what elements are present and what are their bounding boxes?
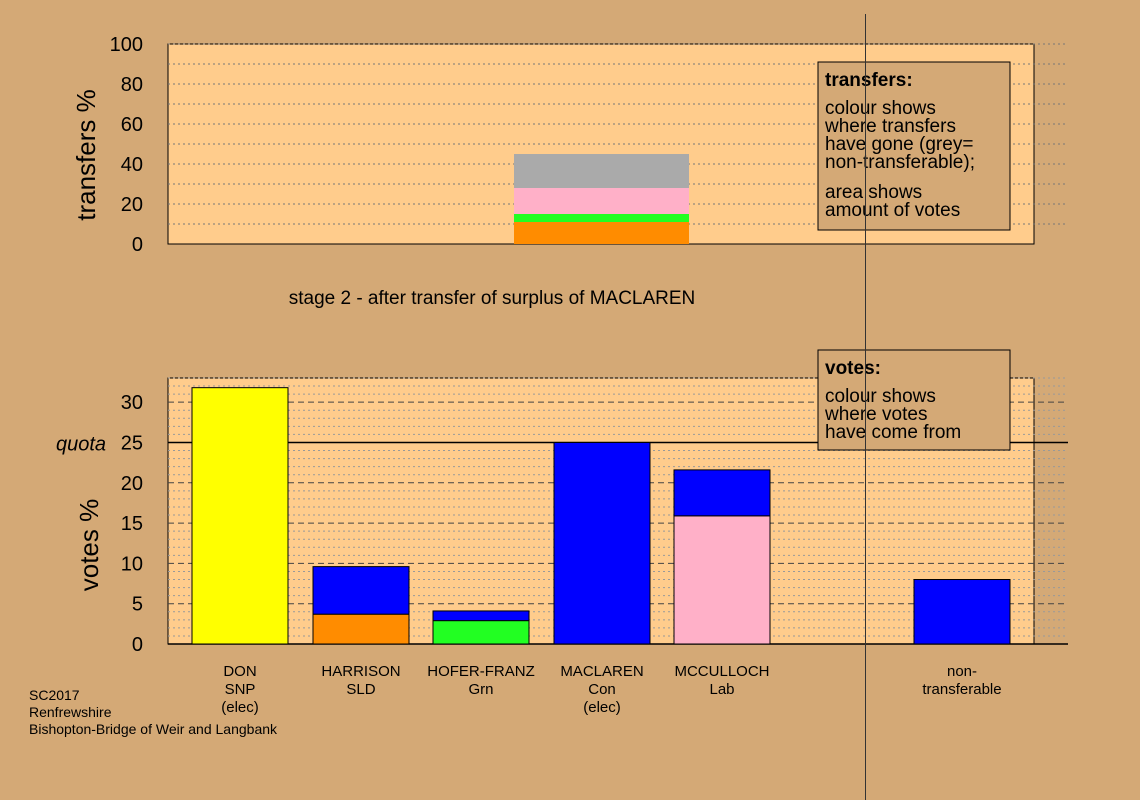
candidate-label: MACLAREN (560, 663, 643, 680)
votes-y-tick: 10 (121, 553, 143, 575)
footer-line: Bishopton-Bridge of Weir and Langbank (29, 721, 278, 737)
transfers-legend-line: area shows (825, 182, 922, 203)
footer-line: SC2017 (29, 687, 80, 703)
transfers-legend-title: transfers: (825, 70, 913, 91)
transfers-y-tick: 0 (132, 234, 143, 256)
vote-bar-segment (312, 613, 410, 645)
vote-bar-segment (432, 610, 530, 622)
votes-legend-title: votes: (825, 358, 881, 379)
transfers-legend-line: amount of votes (825, 200, 960, 221)
transfers-y-tick: 80 (121, 74, 143, 96)
votes-legend-line: where votes (824, 404, 927, 425)
votes-legend-line: colour shows (825, 386, 936, 407)
transfer-segment-non-transferable (514, 154, 689, 188)
transfer-segment-lab (514, 188, 689, 214)
votes-y-tick: 20 (121, 473, 143, 495)
transfers-y-tick: 40 (121, 154, 143, 176)
votes-legend-box (817, 349, 1011, 451)
transfers-y-tick: 60 (121, 114, 143, 136)
votes-y-tick: 30 (121, 392, 143, 414)
transfers-y-axis-label: transfers % (71, 89, 101, 221)
candidate-label: Con (588, 681, 616, 698)
transfers-legend-line: colour shows (825, 98, 936, 119)
transfers-y-tick: 20 (121, 194, 143, 216)
vote-bar-segment (673, 515, 771, 645)
vote-bar-segment (312, 566, 410, 615)
footer-line: Renfrewshire (29, 704, 112, 720)
transfers-y-tick: 100 (110, 34, 143, 56)
vote-bar-segment (913, 579, 1011, 645)
transfer-segment-sld (514, 222, 689, 244)
votes-y-tick: 15 (121, 513, 143, 535)
votes-y-tick: 0 (132, 634, 143, 656)
vote-bar-segment (191, 387, 289, 645)
votes-legend-line: have come from (825, 422, 961, 443)
candidate-label: transferable (922, 681, 1001, 698)
candidate-label: HOFER-FRANZ (427, 663, 535, 680)
candidate-label: DON (223, 663, 256, 680)
transfers-legend-line: have gone (grey= (825, 134, 973, 155)
candidate-label: SLD (346, 681, 375, 698)
vote-bar-segment (673, 469, 771, 517)
candidate-label: HARRISON (321, 663, 400, 680)
vote-bar-segment (553, 441, 651, 645)
stage-subtitle: stage 2 - after transfer of surplus of M… (289, 288, 696, 309)
candidate-label: SNP (225, 681, 256, 698)
transfer-segment-grn (514, 214, 689, 222)
votes-y-tick: 25 (121, 432, 143, 454)
candidate-label: (elec) (583, 699, 621, 716)
vote-bar-segment (432, 620, 530, 645)
candidate-label: Lab (709, 681, 734, 698)
quota-label: quota (56, 433, 106, 455)
candidate-label: non- (947, 663, 977, 680)
candidate-label: (elec) (221, 699, 259, 716)
transfers-legend-line: where transfers (824, 116, 956, 137)
candidate-label: Grn (468, 681, 493, 698)
votes-y-tick: 5 (132, 594, 143, 616)
candidate-label: MCCULLOCH (674, 663, 769, 680)
transfers-legend-box (817, 61, 1011, 231)
transfers-legend-line: non-transferable); (825, 152, 975, 173)
votes-y-axis-label: votes % (74, 499, 104, 592)
